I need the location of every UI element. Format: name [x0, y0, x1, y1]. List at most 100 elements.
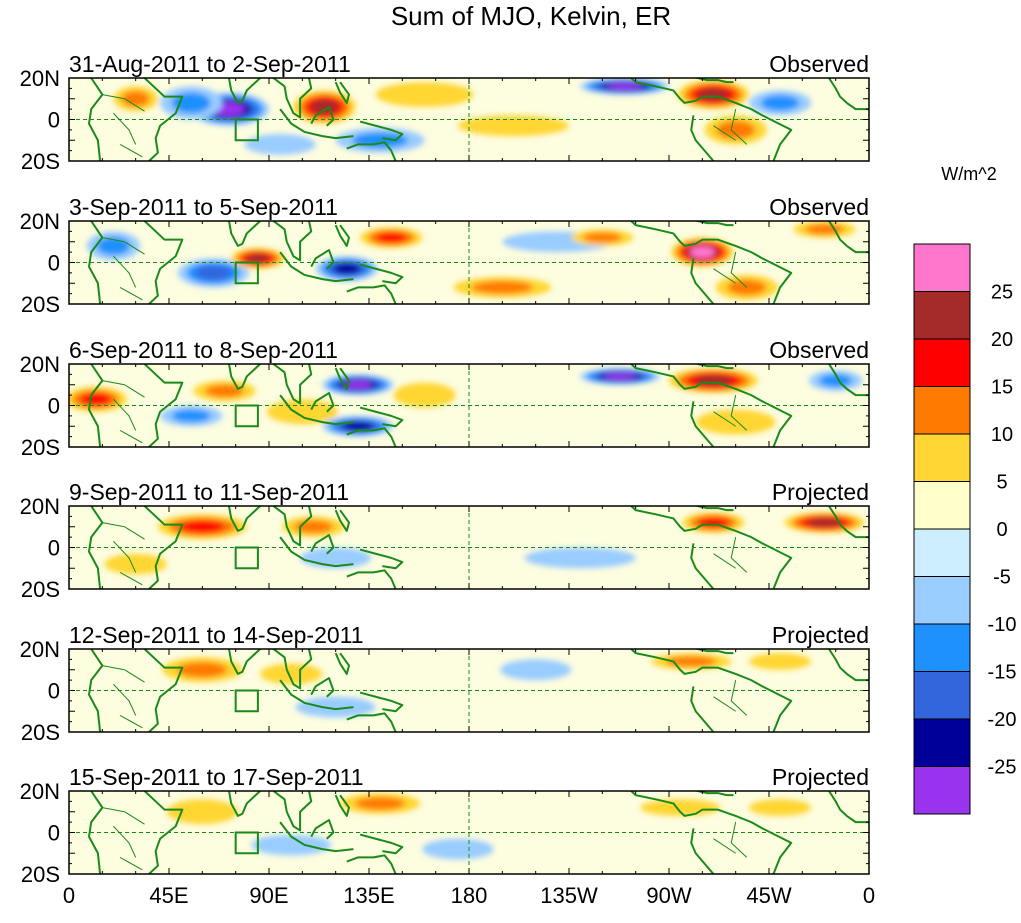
country-border	[730, 680, 748, 716]
anomaly-blob	[500, 659, 572, 681]
anomaly-blob	[580, 368, 661, 385]
country-border	[713, 553, 736, 569]
chart-title: Sum of MJO, Kelvin, ER	[391, 1, 671, 31]
anomaly-blob	[251, 834, 332, 856]
coastline	[690, 401, 715, 447]
panel-period: 31-Aug-2011 to 2-Sep-2011	[69, 51, 351, 77]
anomaly-blob	[422, 838, 494, 860]
panels: 20N 0 20S 31-Aug-2011 to 2-Sep-2011 Observed…	[20, 51, 870, 887]
coastline	[310, 534, 335, 555]
anomaly-blob	[640, 799, 721, 816]
colorbar-label: 25	[991, 282, 1013, 304]
coastline	[630, 649, 793, 732]
anomaly-blob	[322, 415, 394, 437]
panel-5: 20N 0 20S 12-Sep-2011 to 14-Sep-2011 Project…	[20, 622, 870, 745]
country-border	[102, 94, 145, 112]
coastline	[88, 78, 104, 161]
coastlines	[88, 78, 869, 161]
country-border	[730, 822, 748, 858]
country-border	[102, 380, 145, 398]
panel-period: 12-Sep-2011 to 14-Sep-2011	[69, 622, 364, 648]
anomaly-contour	[819, 374, 853, 388]
anomaly-contour	[205, 384, 244, 398]
country-border	[113, 112, 137, 145]
anomaly-blob	[162, 657, 243, 683]
y-tick-label: 0	[48, 536, 60, 561]
coastline	[272, 649, 313, 690]
colorbar-swatch	[913, 338, 971, 387]
panel-status: Observed	[769, 51, 869, 77]
coastline	[334, 509, 350, 532]
anomaly-contour	[524, 547, 636, 569]
colorbar-swatch	[913, 623, 971, 672]
anomaly-blob	[335, 127, 425, 153]
coastline	[346, 854, 397, 874]
coastline	[630, 364, 793, 447]
country-border	[102, 665, 145, 683]
y-tick-label: 0	[48, 679, 60, 704]
coastline	[279, 536, 354, 568]
anomaly-blob	[809, 370, 863, 391]
country-border	[102, 237, 145, 255]
anomaly-blob	[457, 115, 569, 137]
anomaly-contour	[422, 838, 494, 860]
anomaly-blob	[749, 90, 812, 116]
y-tick-label: 20N	[20, 494, 60, 519]
coastline	[346, 712, 397, 732]
x-tick-label: 180	[451, 883, 488, 908]
coastline	[828, 506, 869, 539]
y-tick-label: 20N	[20, 209, 60, 234]
anomaly-blob	[160, 405, 223, 427]
x-tick-label: 90E	[249, 883, 288, 908]
anomaly-contour	[393, 382, 456, 408]
coastline	[88, 506, 104, 589]
anomaly-contour	[352, 132, 408, 149]
coastline	[828, 364, 869, 397]
anomaly-blob	[295, 696, 376, 718]
coastline	[828, 649, 869, 682]
anomaly-contour	[666, 656, 717, 667]
anomaly-blob	[340, 793, 421, 814]
anomaly-contour	[121, 90, 150, 107]
anomaly-blob	[266, 399, 338, 425]
anomaly-blob	[749, 799, 812, 816]
coastline	[310, 249, 335, 270]
coastlines	[88, 364, 869, 447]
coastline	[346, 427, 397, 447]
y-tick-label: 20N	[20, 352, 60, 377]
anomaly-blob	[177, 258, 249, 288]
coastlines	[88, 791, 869, 874]
coastline	[630, 506, 793, 589]
country-border	[713, 696, 736, 712]
panel-4: 20N 0 20S 9-Sep-2011 to 11-Sep-2011 Projecte…	[20, 479, 870, 602]
anomaly-field	[166, 793, 812, 860]
country-border	[730, 395, 748, 431]
coastline	[334, 367, 350, 390]
anomaly-contour	[582, 232, 622, 243]
country-border	[113, 398, 137, 431]
anomaly-field	[86, 221, 856, 300]
x-tick-label: 135W	[540, 883, 598, 908]
country-border	[119, 143, 143, 158]
coastline	[359, 406, 404, 428]
colorbar-swatch	[913, 291, 971, 340]
anomaly-contour	[749, 653, 812, 670]
colorbar-swatch	[913, 386, 971, 435]
colorbar-label: -25	[988, 757, 1017, 779]
coastline	[690, 828, 715, 874]
country-border	[713, 268, 736, 284]
anomaly-contour	[749, 799, 812, 816]
coastline	[334, 81, 350, 104]
coastline	[272, 506, 313, 547]
anomaly-blob	[293, 90, 356, 124]
x-tick-label: 0	[863, 883, 875, 908]
y-tick-label: 20S	[21, 292, 60, 317]
coastline	[828, 791, 869, 824]
panel-6: 20N 0 20S 15-Sep-2011 to 17-Sep-2011 Project…	[20, 764, 870, 887]
colorbar-swatch	[913, 433, 971, 482]
country-border	[119, 714, 143, 729]
x-tick-label: 45W	[746, 883, 791, 908]
coastline	[143, 649, 184, 732]
anomaly-blob	[453, 277, 552, 298]
